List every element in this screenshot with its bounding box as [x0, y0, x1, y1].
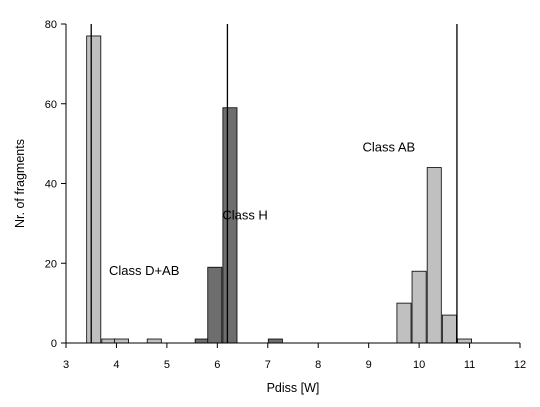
x-tick-label-2: 5: [164, 359, 170, 371]
x-tick-label-9: 12: [514, 359, 526, 371]
y-tick-label-3: 60: [45, 99, 57, 111]
bars-layer: [86, 35, 472, 344]
annotation-1: Class H: [222, 207, 268, 222]
annotations: Class D+AB Class H Class AB: [109, 140, 415, 279]
x-tick-label-4: 7: [265, 359, 271, 371]
x-tick-label-1: 4: [113, 359, 119, 371]
bar-s0-0: [86, 35, 102, 344]
bar-s0-1: [101, 338, 117, 344]
bar-s1-3: [267, 338, 283, 344]
bar-s1-1: [207, 266, 223, 344]
x-tick-label-8: 11: [464, 359, 475, 371]
bar-s0-5: [411, 270, 427, 344]
bar-s0-8: [457, 338, 472, 344]
y-tick-label-2: 40: [45, 179, 57, 191]
bar-s0-2: [114, 338, 129, 344]
bar-s0-3: [146, 338, 162, 344]
bar-s0-7: [441, 314, 457, 344]
y-tick-label-4: 80: [45, 19, 57, 31]
threshold-lines: [90, 24, 458, 343]
x-tick-label-3: 6: [214, 359, 220, 371]
bar-s1-0: [194, 338, 210, 344]
axes: 0 20 40 60 80 3 4 5 6 7 8 9 10 11 12: [45, 19, 526, 371]
bar-s0-6: [426, 167, 442, 344]
x-tick-label-7: 10: [413, 359, 425, 371]
x-tick-label-5: 8: [315, 359, 321, 371]
bar-s0-4: [396, 302, 412, 344]
y-tick-label-1: 20: [45, 258, 57, 270]
x-axis-label: Pdiss [W]: [267, 381, 320, 395]
y-axis-label: Nr. of fragments: [13, 139, 27, 228]
y-tick-label-0: 0: [51, 338, 57, 350]
x-tick-label-6: 9: [366, 359, 372, 371]
x-tick-label-0: 3: [63, 359, 69, 371]
annotation-0: Class D+AB: [109, 263, 179, 278]
bar-s1-2: [222, 107, 238, 344]
annotation-2: Class AB: [362, 140, 415, 155]
